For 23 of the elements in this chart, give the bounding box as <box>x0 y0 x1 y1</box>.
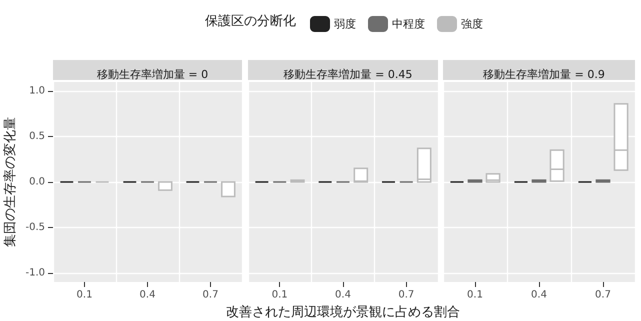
legend-label: 強度 <box>461 18 483 30</box>
y-tick-label: -1.0 <box>25 267 45 278</box>
x-tick-label: 0.4 <box>140 290 156 300</box>
x-tick-label: 0.7 <box>398 290 414 300</box>
y-tick-label: 0.5 <box>29 131 45 142</box>
x-tick-label: 0.7 <box>202 290 218 300</box>
x-tick-label: 0.7 <box>595 290 611 300</box>
x-axis-title: 改善された周辺環境が景観に占める割合 <box>226 304 460 320</box>
y-tick-label: -0.5 <box>25 222 45 233</box>
chart-title: 移動生存率増加量 = 0 <box>96 68 208 81</box>
legend-label: 弱度 <box>334 18 356 30</box>
y-tick-label: 0.0 <box>29 176 45 188</box>
y-tick-label: 1.0 <box>29 86 45 97</box>
x-tick-label: 0.4 <box>335 290 351 300</box>
x-tick-label: 0.1 <box>272 290 288 300</box>
x-tick-label: 0.1 <box>76 290 92 300</box>
legend-label: 中程度 <box>392 18 425 30</box>
legend-title: 保護区の分断化 <box>205 14 296 29</box>
x-tick-label: 0.4 <box>531 290 547 300</box>
chart-title: 移動生存率増加量 = 0.9 <box>483 68 605 81</box>
y-axis-title: 集団の生存率の変化量 <box>2 117 18 247</box>
x-tick-label: 0.1 <box>467 290 483 300</box>
chart-title: 移動生存率増加量 = 0.45 <box>284 68 412 81</box>
